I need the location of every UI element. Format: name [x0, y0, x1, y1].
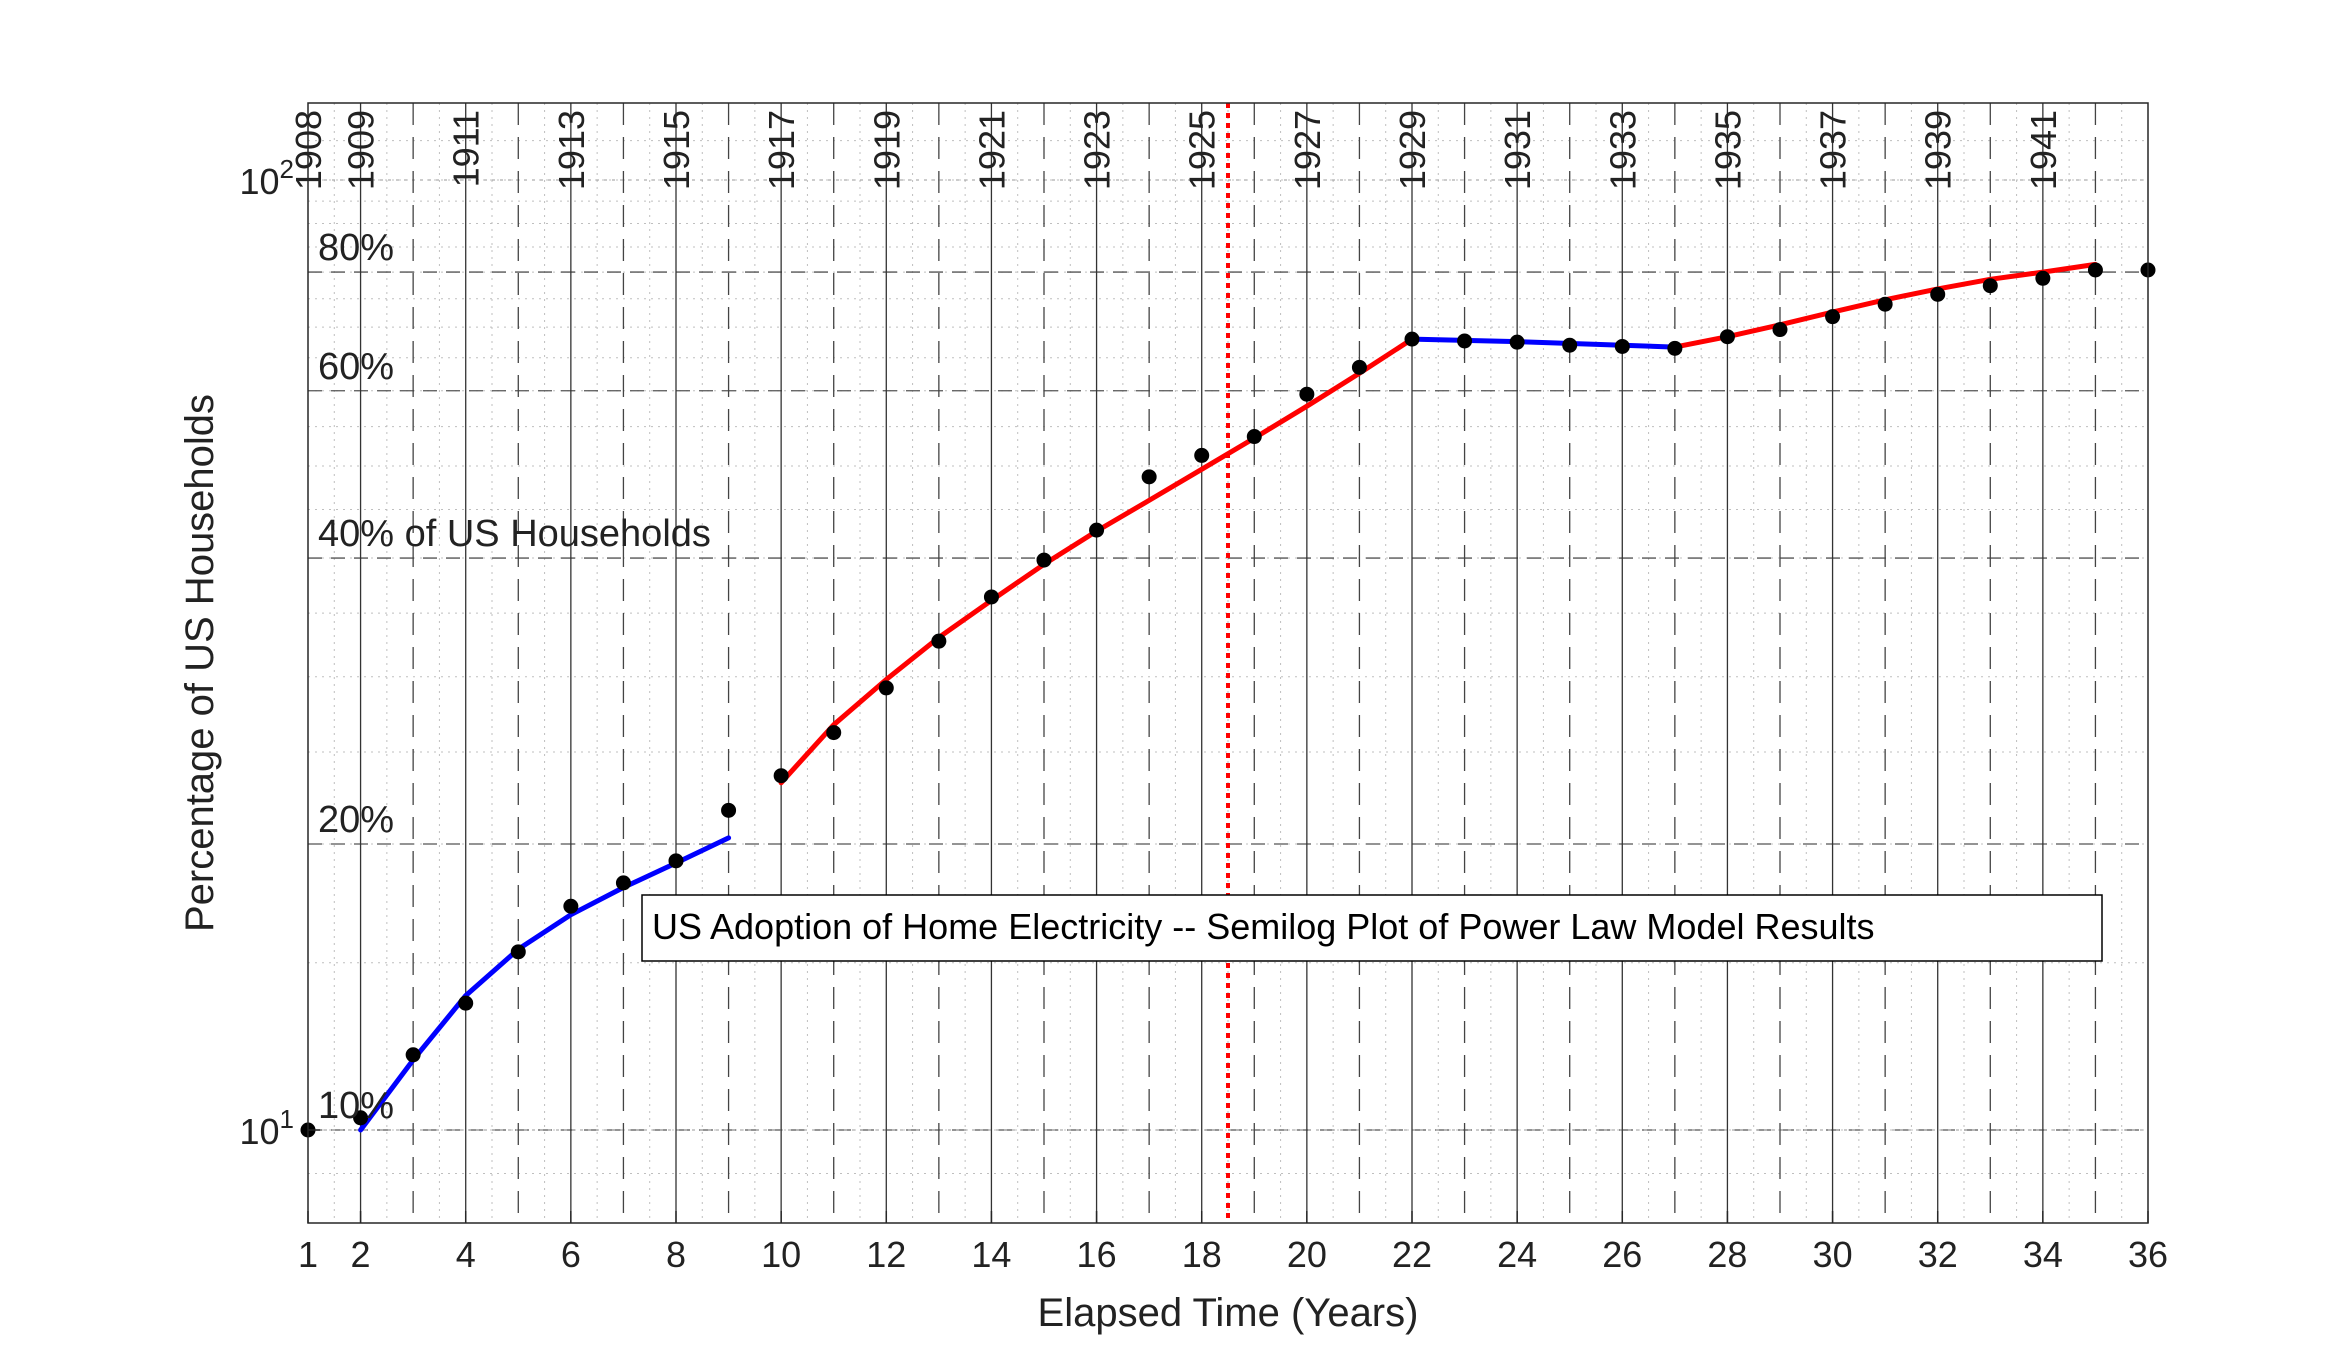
year-label: 1937 — [1813, 110, 1854, 190]
data-point — [1772, 322, 1788, 338]
y-axis-ticks: 101 102 — [239, 154, 320, 1152]
data-point — [1246, 429, 1262, 445]
data-point — [1562, 337, 1578, 353]
x-axis-ticks: 1 2 4 6 8 10 12 14 16 18 20 22 24 26 28 30 32 34 36 — [298, 1211, 2168, 1275]
year-label: 1933 — [1602, 110, 1643, 190]
percent-label: 60% — [318, 346, 394, 388]
data-point — [773, 768, 789, 784]
data-point — [1509, 334, 1525, 350]
percent-labels: 80% 60% 40% of US Households 20% 10% — [318, 227, 711, 1127]
data-point — [510, 944, 526, 960]
x-tick-label: 6 — [561, 1234, 581, 1275]
data-point — [1194, 447, 1210, 463]
x-tick-label: 8 — [666, 1234, 686, 1275]
x-tick-label: 14 — [971, 1234, 1011, 1275]
series-line-1 — [358, 835, 732, 1133]
year-label: 1915 — [656, 110, 697, 190]
x-tick-label: 28 — [1707, 1234, 1747, 1275]
data-point — [1719, 329, 1735, 345]
year-label: 1923 — [1077, 110, 1118, 190]
x-tick-label: 34 — [2023, 1234, 2063, 1275]
data-point — [1299, 386, 1315, 402]
data-point — [1825, 309, 1841, 325]
annotation-box: US Adoption of Home Electricity -- Semil… — [641, 894, 2103, 962]
data-point — [353, 1110, 369, 1126]
data-point — [405, 1047, 421, 1063]
percent-label: 40% of US Households — [318, 513, 711, 555]
data-point — [668, 853, 684, 869]
year-label: 1935 — [1707, 110, 1748, 190]
y-tick-label: 101 — [239, 1104, 294, 1152]
x-tick-label: 20 — [1287, 1234, 1327, 1275]
x-tick-label: 10 — [761, 1234, 801, 1275]
year-label: 1921 — [971, 110, 1012, 190]
x-tick-label: 30 — [1813, 1234, 1853, 1275]
data-point — [1404, 331, 1420, 347]
data-point — [458, 995, 474, 1011]
annotation-text: US Adoption of Home Electricity -- Semil… — [652, 906, 1875, 947]
data-point — [563, 898, 579, 914]
year-labels: 1908 1909 1911 1913 1915 1917 1919 1921 1923 1925… — [288, 110, 2064, 190]
x-tick-label: 22 — [1392, 1234, 1432, 1275]
data-point — [1930, 286, 1946, 302]
percent-label: 10% — [318, 1085, 394, 1127]
data-point — [615, 875, 631, 891]
data-point — [1982, 278, 1998, 294]
x-tick-label: 24 — [1497, 1234, 1537, 1275]
y-axis-label: Percentage of US Households — [178, 394, 222, 932]
x-tick-label: 2 — [351, 1234, 371, 1275]
year-label: 1939 — [1918, 110, 1959, 190]
data-point — [2087, 262, 2103, 278]
x-tick-label: 4 — [456, 1234, 476, 1275]
x-tick-label: 36 — [2128, 1234, 2168, 1275]
year-grid-lines — [359, 103, 2097, 1223]
plot-frame — [307, 102, 2149, 1224]
x-tick-label: 1 — [298, 1234, 318, 1275]
minor-grid — [308, 103, 2148, 1223]
year-label: 1929 — [1392, 110, 1433, 190]
percent-label: 20% — [318, 799, 394, 841]
data-point — [983, 589, 999, 605]
x-axis-label: Elapsed Time (Years) — [1038, 1291, 1419, 1335]
y-tick-label: 102 — [239, 154, 294, 202]
year-label: 1919 — [866, 110, 907, 190]
data-point — [931, 633, 947, 649]
data-point — [1614, 338, 1630, 354]
x-tick-label: 18 — [1182, 1234, 1222, 1275]
year-label: 1925 — [1182, 110, 1223, 190]
year-label: 1909 — [341, 110, 382, 190]
year-label: 1931 — [1497, 110, 1538, 190]
data-point — [1351, 359, 1367, 375]
year-label: 1927 — [1287, 110, 1328, 190]
x-tick-label: 32 — [1918, 1234, 1958, 1275]
data-point — [721, 802, 737, 818]
data-point — [1457, 333, 1473, 349]
percent-label: 80% — [318, 227, 394, 269]
data-point — [878, 680, 894, 696]
data-point — [2035, 270, 2051, 286]
data-point — [1667, 340, 1683, 356]
x-tick-label: 26 — [1602, 1234, 1642, 1275]
year-label: 1911 — [446, 110, 487, 187]
data-point — [1036, 552, 1052, 568]
data-point — [826, 725, 842, 741]
x-tick-label: 16 — [1077, 1234, 1117, 1275]
data-point — [1089, 522, 1105, 538]
x-tick-label: 12 — [866, 1234, 906, 1275]
year-label: 1917 — [761, 110, 802, 190]
data-point — [1877, 296, 1893, 312]
data-point — [1141, 469, 1157, 485]
year-label: 1913 — [551, 110, 592, 190]
year-label: 1941 — [2023, 110, 2064, 190]
annotation-frame — [641, 894, 2103, 962]
